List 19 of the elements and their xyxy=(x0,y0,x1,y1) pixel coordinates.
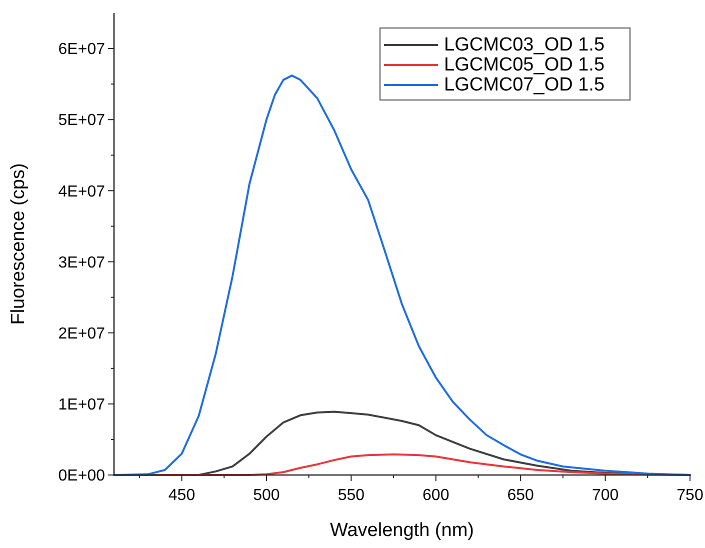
y-tick-label: 0E+00 xyxy=(58,468,106,485)
y-tick-label: 5E+07 xyxy=(58,112,106,130)
y-tick-label: 3E+07 xyxy=(58,254,106,272)
x-tick-label: 750 xyxy=(676,487,704,504)
y-tick-label: 1E+07 xyxy=(58,396,106,414)
x-tick-label: 550 xyxy=(338,487,365,504)
legend-label: LGCMC05_OD 1.5 xyxy=(444,54,605,76)
y-tick-label: 6E+07 xyxy=(58,41,106,58)
y-tick-label: 2E+07 xyxy=(58,325,106,342)
y-axis-title: Fluorescence (cps) xyxy=(8,163,29,325)
legend-label: LGCMC07_OD 1.5 xyxy=(444,74,605,96)
y-tick-label: 4E+07 xyxy=(58,183,106,200)
x-tick-label: 650 xyxy=(507,487,534,504)
x-tick-label: 700 xyxy=(592,487,619,504)
x-axis-title: Wavelength (nm) xyxy=(330,520,474,541)
x-tick-label: 600 xyxy=(422,487,450,504)
x-tick-label: 450 xyxy=(168,487,196,504)
legend-label: LGCMC03_OD 1.5 xyxy=(444,34,605,56)
x-tick-label: 500 xyxy=(253,487,280,504)
